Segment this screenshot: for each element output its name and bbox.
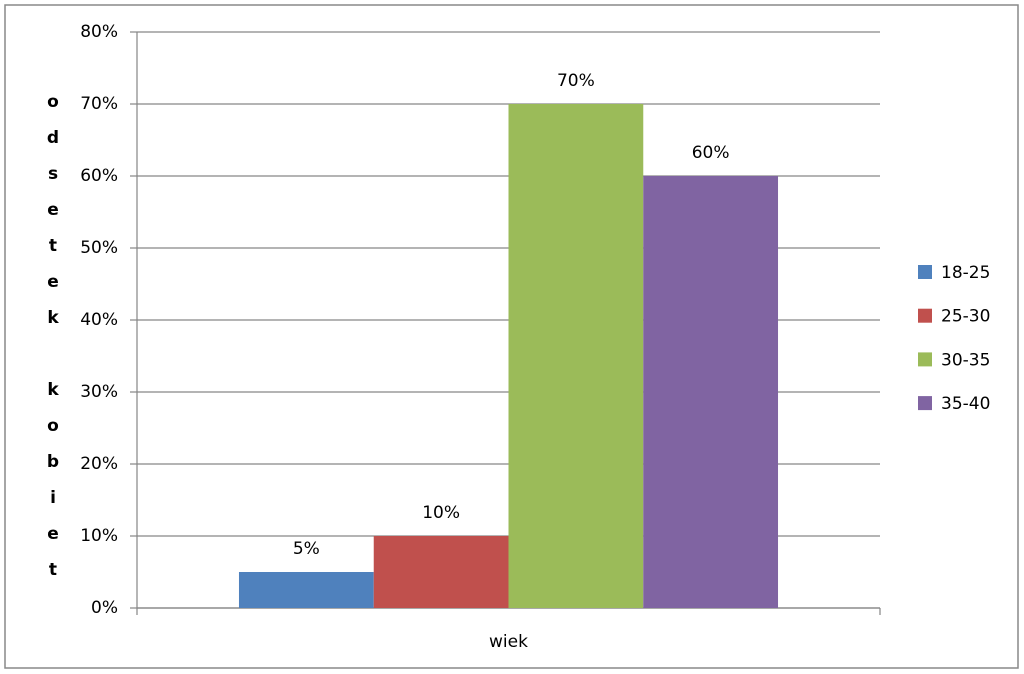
legend-label: 18-25 (941, 263, 990, 283)
legend-label: 30-35 (941, 350, 990, 370)
bar (238, 572, 374, 608)
bar (508, 104, 644, 608)
data-label: 70% (557, 71, 595, 91)
data-label: 10% (422, 503, 460, 523)
y-tick-label: 20% (80, 454, 118, 474)
y-tick-label: 10% (80, 526, 118, 546)
bar (643, 176, 779, 608)
y-tick-label: 70% (80, 94, 118, 114)
legend-label: 35-40 (941, 394, 990, 414)
legend-swatch (918, 265, 932, 279)
x-tick-label: wiek (489, 632, 528, 652)
y-axis-label: odsetek kobiet (43, 92, 63, 596)
y-tick-label: 60% (80, 166, 118, 186)
legend-swatch (918, 396, 932, 411)
legend-label: 25-30 (941, 307, 990, 327)
y-tick-label: 0% (91, 598, 118, 618)
y-tick-label: 30% (80, 382, 118, 402)
bar (373, 536, 509, 608)
legend-swatch (918, 308, 932, 323)
data-label: 5% (293, 539, 320, 559)
y-tick-label: 80% (80, 22, 118, 42)
y-tick-label: 50% (80, 238, 118, 258)
legend-swatch (918, 352, 932, 367)
data-label: 60% (692, 143, 730, 163)
y-tick-label: 40% (80, 310, 118, 330)
